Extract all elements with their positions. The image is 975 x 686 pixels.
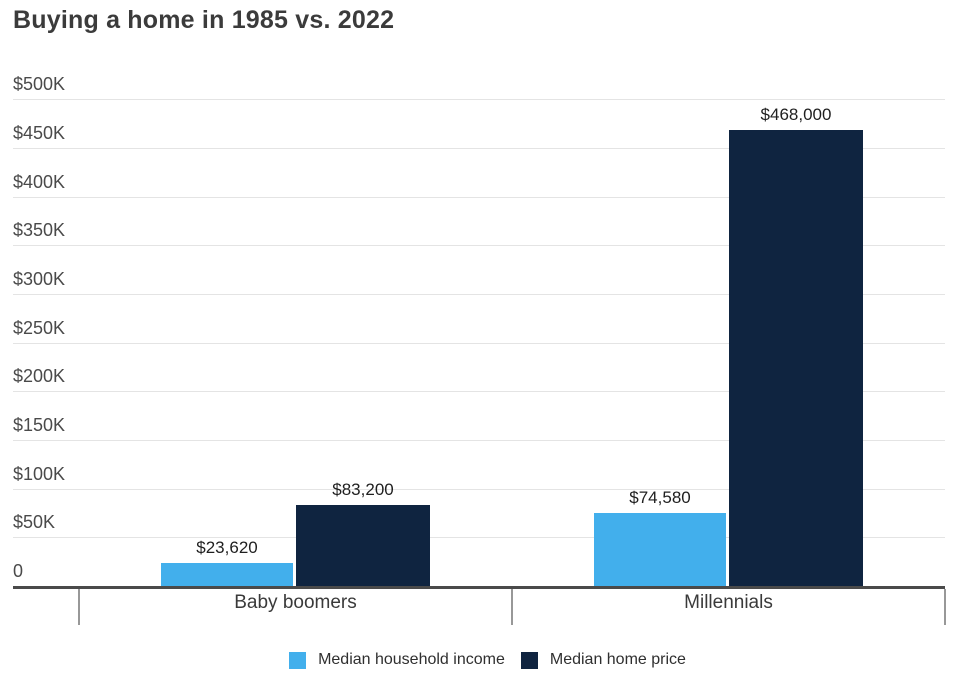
gridline — [13, 342, 945, 344]
y-tick-label: $100K — [13, 463, 66, 484]
legend-item-median-home-price: Median home price — [520, 651, 686, 669]
gridline — [13, 488, 945, 490]
legend-label: Median household income — [318, 651, 505, 668]
y-tick-label: $300K — [13, 269, 66, 289]
y-tick-label: $250K — [13, 317, 66, 338]
gridline — [13, 391, 945, 393]
bar-millennials-median-home-price — [729, 130, 863, 586]
x-axis-tick — [78, 589, 80, 625]
gridline — [13, 99, 945, 101]
x-axis-tick — [944, 589, 946, 625]
legend-label: Median home price — [549, 651, 686, 668]
y-tick-label: 0 — [13, 561, 24, 581]
gridline — [13, 148, 945, 149]
y-tick-label: $400K — [13, 171, 66, 192]
gridline — [13, 537, 945, 539]
gridline — [13, 294, 945, 295]
y-tick-label: $50K — [13, 512, 56, 533]
bar-value-label-millennials-median-home-price: $468,000 — [760, 105, 832, 125]
x-axis-tick — [511, 589, 513, 625]
x-axis-line — [13, 586, 945, 589]
y-tick-label: $350K — [13, 220, 66, 241]
x-category-label-baby-boomers: Baby boomers — [234, 592, 357, 613]
legend: Median household income Median home price — [0, 651, 975, 669]
legend-item-median-household-income: Median household income — [289, 651, 505, 669]
bar-value-label-millennials-median-household-income: $74,580 — [629, 488, 691, 508]
y-tick-label: $450K — [13, 123, 66, 143]
y-tick-label: $150K — [13, 415, 66, 435]
gridline — [13, 245, 945, 247]
bar-baby-boomers-median-household-income — [161, 563, 293, 586]
x-category-label-millennials: Millennials — [684, 592, 773, 613]
bar-baby-boomers-median-home-price — [296, 505, 430, 586]
y-tick-label: $200K — [13, 366, 66, 387]
y-tick-label: $500K — [13, 74, 66, 95]
bar-millennials-median-household-income — [594, 513, 726, 586]
bar-value-label-baby-boomers-median-home-price: $83,200 — [332, 480, 394, 499]
legend-swatch-median-household-income — [289, 651, 307, 669]
bar-value-label-baby-boomers-median-household-income: $23,620 — [196, 538, 258, 557]
chart-title: Buying a home in 1985 vs. 2022 — [13, 6, 395, 34]
gridline — [13, 440, 945, 441]
gridline — [13, 196, 945, 198]
legend-swatch-median-home-price — [520, 651, 538, 669]
